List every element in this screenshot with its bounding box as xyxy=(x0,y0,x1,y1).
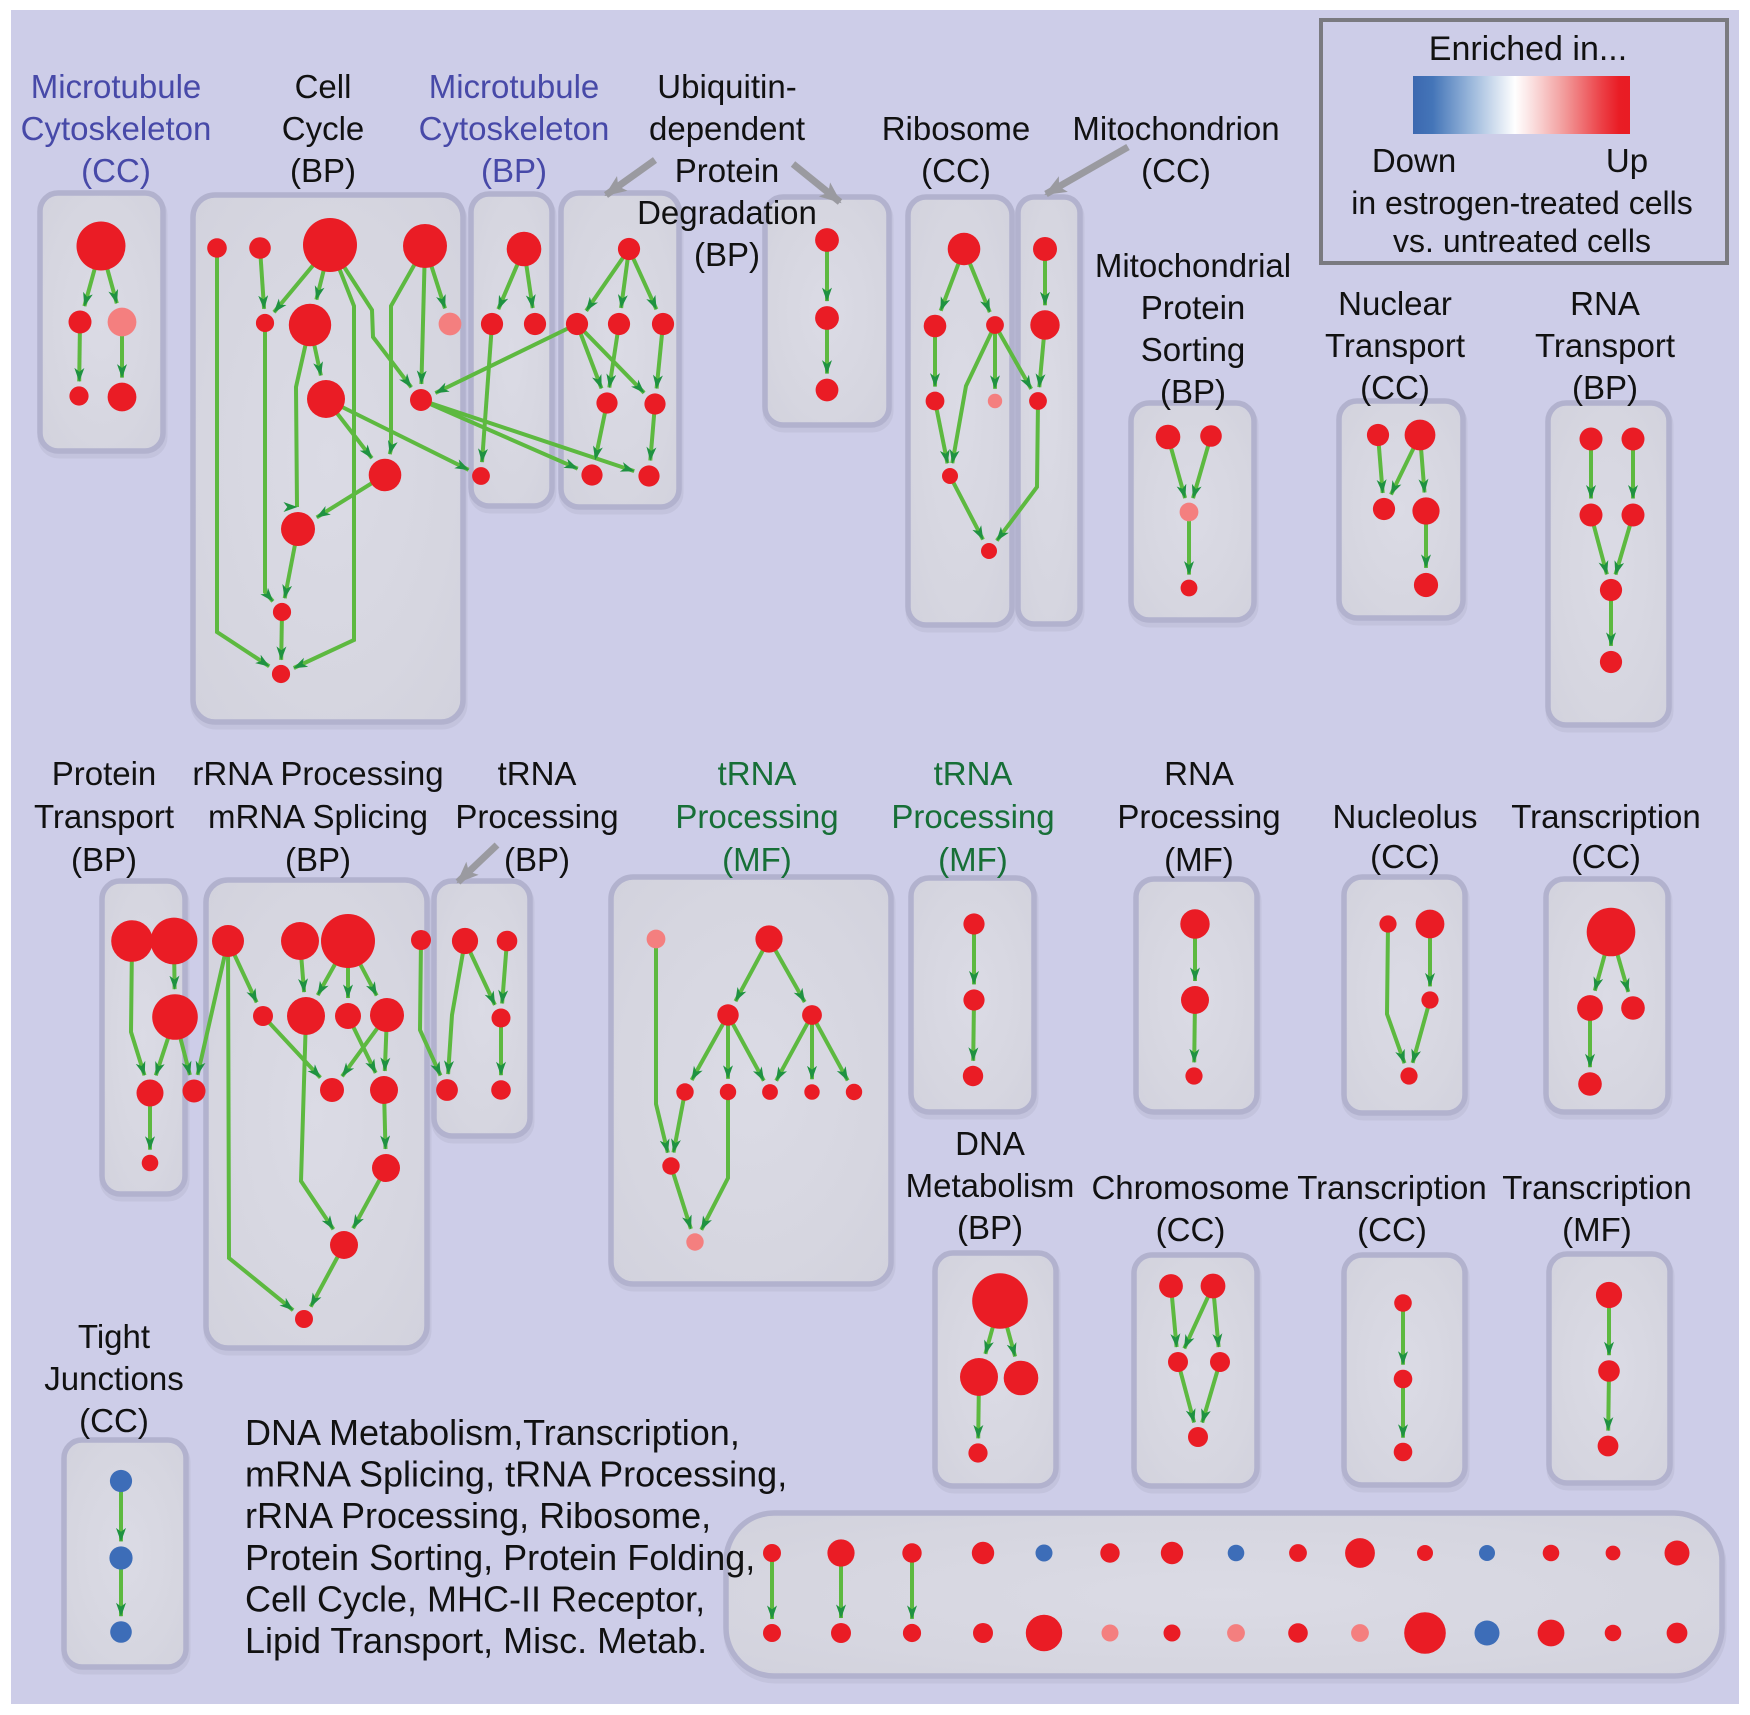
svg-text:Microtubule: Microtubule xyxy=(429,68,600,105)
svg-text:Cycle: Cycle xyxy=(282,110,365,147)
svg-text:Ribosome: Ribosome xyxy=(882,110,1031,147)
svg-text:in estrogen-treated cells: in estrogen-treated cells xyxy=(1351,185,1693,221)
svg-text:Cell Cycle, MHC-II Receptor,: Cell Cycle, MHC-II Receptor, xyxy=(245,1578,705,1619)
svg-text:(MF): (MF) xyxy=(938,841,1008,878)
svg-text:Enriched in...: Enriched in... xyxy=(1429,30,1627,68)
svg-text:Mitochondrial: Mitochondrial xyxy=(1095,247,1291,284)
svg-text:Transcription: Transcription xyxy=(1511,798,1701,835)
svg-text:Sorting: Sorting xyxy=(1141,331,1246,368)
svg-text:(MF): (MF) xyxy=(1562,1211,1632,1248)
svg-text:(CC): (CC) xyxy=(1571,838,1641,875)
svg-text:Processing: Processing xyxy=(455,798,618,835)
svg-text:(BP): (BP) xyxy=(290,152,356,189)
svg-text:Mitochondrion: Mitochondrion xyxy=(1072,110,1279,147)
svg-text:Transport: Transport xyxy=(1325,327,1465,364)
svg-text:(CC): (CC) xyxy=(921,152,991,189)
svg-text:(BP): (BP) xyxy=(1572,369,1638,406)
svg-text:Protein: Protein xyxy=(52,755,157,792)
svg-text:Junctions: Junctions xyxy=(44,1360,183,1397)
svg-text:(CC): (CC) xyxy=(1360,369,1430,406)
svg-text:Processing: Processing xyxy=(891,798,1054,835)
svg-text:(CC): (CC) xyxy=(79,1402,149,1439)
svg-text:(CC): (CC) xyxy=(1156,1211,1226,1248)
svg-text:(MF): (MF) xyxy=(1164,841,1234,878)
svg-text:(BP): (BP) xyxy=(1160,373,1226,410)
svg-text:Transcription: Transcription xyxy=(1297,1169,1487,1206)
svg-text:(BP): (BP) xyxy=(504,841,570,878)
svg-text:(MF): (MF) xyxy=(722,841,792,878)
svg-text:(BP): (BP) xyxy=(71,841,137,878)
svg-text:Processing: Processing xyxy=(1117,798,1280,835)
svg-text:Transport: Transport xyxy=(34,798,174,835)
svg-text:tRNA: tRNA xyxy=(498,755,577,792)
svg-text:Nuclear: Nuclear xyxy=(1338,285,1452,322)
svg-text:rRNA Processing, Ribosome,: rRNA Processing, Ribosome, xyxy=(245,1495,711,1536)
svg-text:(CC): (CC) xyxy=(1141,152,1211,189)
svg-text:(BP): (BP) xyxy=(285,841,351,878)
svg-text:Tight: Tight xyxy=(78,1318,150,1355)
svg-text:RNA: RNA xyxy=(1570,285,1640,322)
svg-text:Cell: Cell xyxy=(295,68,352,105)
svg-text:dependent: dependent xyxy=(649,110,805,147)
svg-text:tRNA: tRNA xyxy=(934,755,1013,792)
svg-text:DNA Metabolism,Transcription,: DNA Metabolism,Transcription, xyxy=(245,1412,740,1453)
svg-text:Chromosome: Chromosome xyxy=(1091,1169,1289,1206)
svg-text:rRNA Processing: rRNA Processing xyxy=(192,755,443,792)
svg-text:mRNA Splicing, tRNA Processing: mRNA Splicing, tRNA Processing, xyxy=(245,1454,787,1495)
svg-text:(CC): (CC) xyxy=(1357,1211,1427,1248)
svg-text:Down: Down xyxy=(1372,142,1456,179)
svg-text:Up: Up xyxy=(1606,142,1648,179)
svg-text:Microtubule: Microtubule xyxy=(31,68,202,105)
svg-text:Degradation: Degradation xyxy=(637,194,817,231)
svg-text:(BP): (BP) xyxy=(694,236,760,273)
svg-text:(BP): (BP) xyxy=(957,1209,1023,1246)
svg-text:Metabolism: Metabolism xyxy=(906,1167,1075,1204)
svg-text:RNA: RNA xyxy=(1164,755,1234,792)
svg-text:Lipid Transport, Misc. Metab.: Lipid Transport, Misc. Metab. xyxy=(245,1620,707,1661)
svg-text:DNA: DNA xyxy=(955,1125,1025,1162)
svg-text:(CC): (CC) xyxy=(1370,838,1440,875)
svg-text:Transcription: Transcription xyxy=(1502,1169,1692,1206)
svg-text:Cytoskeleton: Cytoskeleton xyxy=(419,110,610,147)
svg-text:Cytoskeleton: Cytoskeleton xyxy=(21,110,212,147)
svg-text:tRNA: tRNA xyxy=(718,755,797,792)
svg-text:(CC): (CC) xyxy=(81,152,151,189)
svg-text:vs. untreated cells: vs. untreated cells xyxy=(1393,223,1651,259)
svg-text:(BP): (BP) xyxy=(481,152,547,189)
svg-text:Transport: Transport xyxy=(1535,327,1675,364)
svg-text:Protein Sorting, Protein Foldi: Protein Sorting, Protein Folding, xyxy=(245,1537,755,1578)
svg-text:mRNA Splicing: mRNA Splicing xyxy=(208,798,428,835)
svg-text:Protein: Protein xyxy=(675,152,780,189)
svg-text:Nucleolus: Nucleolus xyxy=(1333,798,1478,835)
svg-text:Protein: Protein xyxy=(1141,289,1246,326)
svg-text:Processing: Processing xyxy=(675,798,838,835)
svg-text:Ubiquitin-: Ubiquitin- xyxy=(657,68,796,105)
